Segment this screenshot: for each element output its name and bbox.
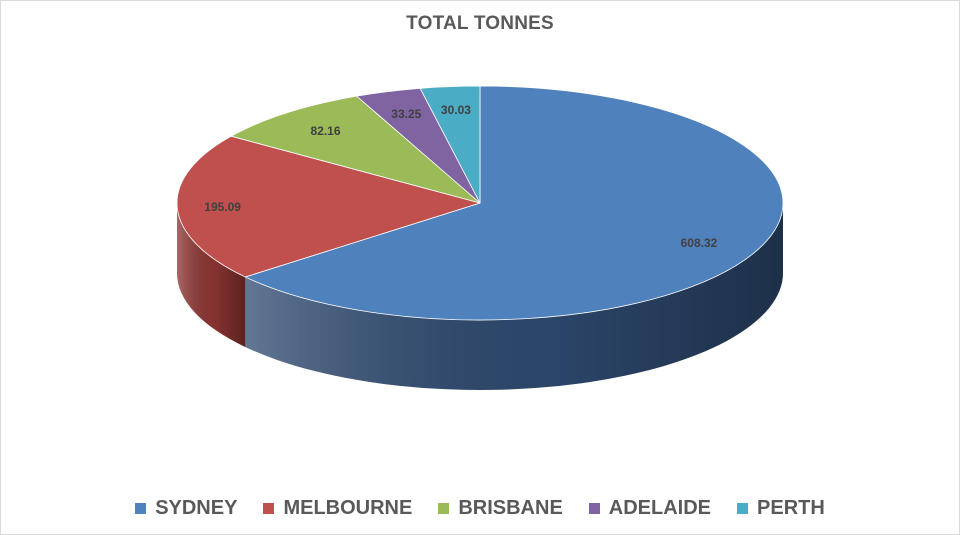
chart-title: TOTAL TONNES [406, 13, 554, 34]
data-label-brisbane: 82.16 [310, 124, 340, 138]
legend-item-sydney: SYDNEY [135, 497, 237, 520]
pie-slice-melbourne [176, 135, 481, 278]
pie-slice-brisbane [230, 95, 481, 204]
pie-side-shade-melbourne [177, 203, 246, 347]
legend-item-melbourne: MELBOURNE [263, 497, 412, 520]
data-label-sydney: 608.32 [681, 236, 718, 250]
legend-label-adelaide: ADELAIDE [608, 496, 712, 519]
legend-swatch-brisbane [438, 502, 450, 514]
legend-label-melbourne: MELBOURNE [283, 496, 413, 519]
legend-item-perth: PERTH [737, 497, 825, 520]
legend-swatch-adelaide [588, 502, 600, 514]
legend-swatch-melbourne [263, 502, 275, 514]
pie-side-shade-sydney [245, 203, 783, 390]
legend-swatch-sydney [135, 502, 147, 514]
pie-sides [177, 203, 783, 390]
legend-item-brisbane: BRISBANE [438, 496, 563, 520]
data-label-adelaide: 33.25 [391, 107, 421, 121]
data-label-melbourne: 195.09 [204, 200, 241, 214]
pie-tops [176, 85, 784, 321]
legend-label-brisbane: BRISBANE [458, 496, 563, 519]
legend-label-sydney: SYDNEY [155, 496, 238, 519]
legend-swatch-perth [737, 502, 749, 514]
legend: SYDNEY MELBOURNE BRISBANE ADELAIDE PERTH [0, 494, 960, 522]
legend-item-adelaide: ADELAIDE [588, 496, 712, 520]
pie-labels: 608.32 195.09 82.16 33.25 30.03 [204, 103, 717, 250]
pie-slice-sydney [244, 85, 784, 321]
legend-label-perth: PERTH [757, 496, 825, 519]
pie-slice-perth [419, 85, 481, 204]
data-label-perth: 30.03 [441, 103, 471, 117]
